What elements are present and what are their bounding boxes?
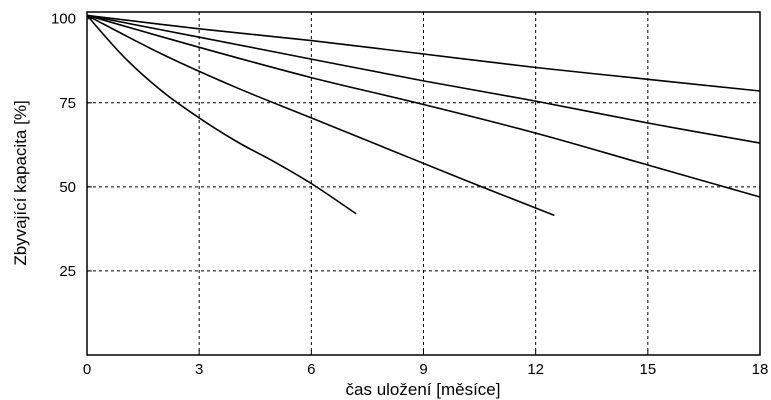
y-tick-label: 50	[59, 179, 76, 196]
x-tick-label: 18	[752, 361, 769, 378]
plot-frame	[86, 11, 761, 356]
x-tick-label: 9	[419, 361, 427, 378]
y-axis-title: Zbyvající kapacita [%]	[11, 100, 30, 265]
x-tick-label: 15	[639, 361, 656, 378]
curves	[86, 14, 761, 217]
x-tick-label: 0	[83, 361, 91, 378]
x-tick-label: 3	[195, 361, 203, 378]
x-tick-label: 12	[527, 361, 544, 378]
x-tick-label: 6	[307, 361, 315, 378]
series-line-1	[86, 14, 357, 215]
y-tick-label: 75	[59, 95, 76, 112]
series-line-2	[86, 14, 555, 217]
series-line-5	[86, 14, 761, 92]
y-tick-label: 100	[51, 11, 76, 28]
series-line-3	[86, 14, 761, 198]
grid	[87, 12, 760, 355]
x-axis-title: čas uložení [měsíce]	[346, 380, 501, 399]
x-tick-labels: 0 3 6 9 12 15 18	[83, 350, 769, 378]
series-line-4	[86, 14, 761, 144]
y-tick-labels: 25 50 75 100	[51, 11, 92, 280]
y-tick-label: 25	[59, 263, 76, 280]
